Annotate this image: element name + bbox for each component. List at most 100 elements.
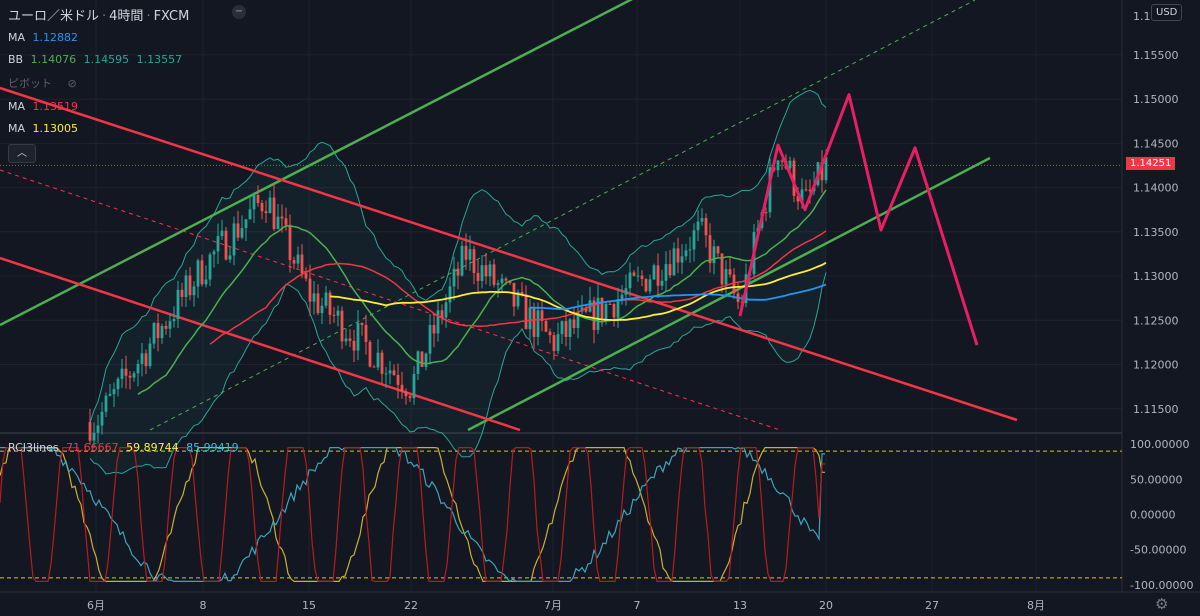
candle-body — [448, 286, 452, 303]
candle-body — [148, 343, 152, 367]
candle-body — [396, 374, 400, 385]
candle-body — [708, 235, 712, 264]
candle-body — [624, 288, 628, 295]
candle-body — [480, 265, 484, 281]
candle-body — [308, 278, 312, 302]
legend-value: 1.14595 — [83, 53, 130, 66]
legend-ma-blue[interactable]: MA 1.12882 — [8, 31, 82, 44]
time-tick-label: 27 — [925, 599, 939, 612]
candle-body — [196, 260, 200, 287]
candle-body — [236, 223, 240, 238]
candle-body — [796, 195, 800, 202]
candle-body — [700, 218, 704, 222]
candle-body — [652, 265, 656, 280]
candle-body — [468, 249, 472, 260]
ma-yellow — [329, 261, 827, 322]
currency-button[interactable]: USD — [1151, 4, 1183, 21]
candle-body — [584, 307, 588, 312]
candle-body — [344, 338, 348, 342]
candle-body — [284, 218, 288, 225]
red-channel-mid — [0, 169, 781, 431]
candle-body — [564, 321, 568, 337]
price-tick-label: 1.14500 — [1133, 137, 1179, 150]
minus-icon[interactable]: − — [232, 5, 246, 19]
rci-tick-label: 100.00000 — [1130, 438, 1190, 451]
candle-body — [668, 264, 672, 276]
candle-body — [540, 310, 544, 321]
legend-ma-yellow[interactable]: MA 1.13005 — [8, 122, 82, 135]
candle-body — [312, 293, 316, 302]
candle-body — [168, 321, 172, 329]
candle-body — [716, 246, 720, 254]
candle-body — [684, 250, 688, 257]
candle-body — [404, 391, 408, 397]
candle-body — [412, 373, 416, 398]
candle-body — [768, 167, 772, 213]
candle-body — [208, 254, 212, 280]
candle-body — [336, 310, 340, 316]
legend-pivot[interactable]: ピボット ⊘ — [8, 75, 81, 91]
time-axis: 6月 8 15 22 7月 7 13 20 27 8月 — [87, 599, 1045, 612]
price-tick-label: 1.15000 — [1133, 93, 1179, 106]
candle-body — [164, 325, 168, 329]
candle-body — [348, 338, 352, 341]
candle-body — [528, 307, 532, 330]
candle-body — [356, 322, 360, 351]
candle-body — [536, 310, 540, 337]
candle-body — [292, 260, 296, 264]
gear-icon[interactable]: ⚙ — [1155, 595, 1169, 613]
candle-body — [372, 366, 376, 368]
candle-body — [492, 264, 496, 285]
candle-body — [352, 340, 356, 351]
candle-body — [324, 292, 328, 306]
rci-tick-label: 0.00000 — [1130, 509, 1176, 522]
candle-body — [664, 264, 668, 281]
candle-body — [376, 352, 380, 368]
legend-ma-red[interactable]: MA 1.13519 — [8, 100, 82, 113]
candle-body — [732, 274, 736, 294]
candle-body — [628, 272, 632, 289]
legend-rci[interactable]: RCI3lines 71.66667 59.89744 85.99419 — [8, 441, 243, 454]
candle-body — [556, 334, 560, 351]
candle-body — [104, 395, 108, 412]
candle-body — [484, 265, 488, 277]
candle-body — [720, 253, 724, 285]
candle-body — [724, 269, 728, 285]
candle-body — [136, 363, 140, 374]
legend-value: 71.66667 — [66, 441, 119, 454]
candle-body — [504, 278, 508, 281]
eye-off-icon[interactable]: ⊘ — [67, 77, 77, 90]
legend-value: 1.14076 — [30, 53, 77, 66]
current-price-label: 1.14251 — [1126, 157, 1176, 171]
candle-body — [512, 283, 516, 307]
candle-body — [612, 304, 616, 318]
candle-body — [388, 370, 392, 374]
candle-body — [340, 310, 344, 342]
candle-body — [640, 275, 644, 280]
candle-body — [408, 396, 412, 398]
candle-body — [824, 157, 828, 181]
legend-label: MA — [8, 31, 26, 44]
ma-green — [137, 189, 827, 396]
candle-body — [780, 160, 784, 162]
candle-body — [116, 378, 120, 390]
red-channel-upper — [0, 86, 1018, 422]
candle-body — [240, 228, 244, 238]
time-tick-label: 20 — [819, 599, 833, 612]
candle-body — [548, 331, 552, 336]
legend-bb[interactable]: BB 1.14076 1.14595 1.13557 — [8, 53, 186, 66]
candle-body — [232, 223, 236, 256]
price-tick-label: 1.1 — [1133, 10, 1151, 23]
candle-body — [100, 411, 104, 426]
green-channel-mid — [149, 0, 976, 431]
candle-body — [520, 292, 524, 295]
time-tick-label: 7 — [634, 599, 641, 612]
price-tick-label: 1.12000 — [1133, 359, 1179, 372]
legend-label: MA — [8, 100, 26, 113]
symbol-title[interactable]: ユーロ／米ドル · 4時間 · FXCM — [8, 9, 190, 24]
candle-body — [332, 314, 336, 316]
candle-body — [524, 294, 528, 330]
candle-body — [568, 319, 572, 337]
chevron-up-icon[interactable]: ︿ — [8, 144, 36, 163]
